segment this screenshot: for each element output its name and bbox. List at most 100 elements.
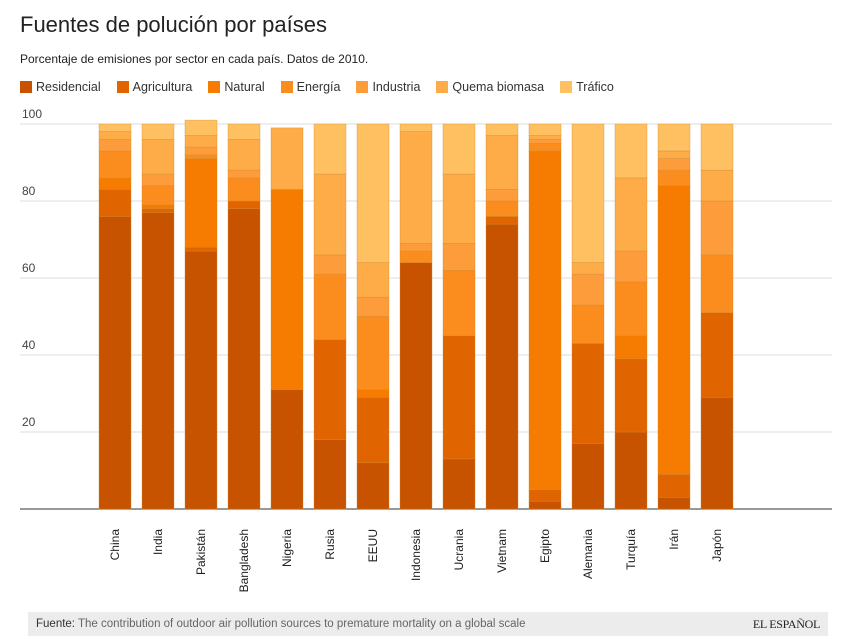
bar-segment-agricultura xyxy=(184,246,218,252)
bar-segment-residencial xyxy=(184,250,218,510)
chart-title: Fuentes de polución por países xyxy=(20,12,327,37)
x-tick-label: Pakistán xyxy=(194,529,208,575)
bar-segment-energía xyxy=(184,154,218,159)
legend-swatch xyxy=(436,81,449,93)
x-tick-label: Alemania xyxy=(581,529,595,579)
bar-segment-industria xyxy=(356,296,390,317)
legend-label: Tráfico xyxy=(576,80,614,94)
bar-segment-natural xyxy=(184,158,218,248)
legend-swatch xyxy=(208,81,221,93)
bar-segment-quema-biomasa xyxy=(700,169,734,202)
bar-segment-agricultura xyxy=(98,189,132,217)
bar-segment-residencial xyxy=(614,431,648,510)
bar-segment-energía xyxy=(313,273,347,340)
bar-segment-residencial xyxy=(528,500,562,510)
bar-segment-natural xyxy=(356,389,390,398)
source-note: Fuente: The contribution of outdoor air … xyxy=(36,618,525,630)
x-tick-label: Egipto xyxy=(538,529,552,563)
bar-segment-agricultura xyxy=(571,343,605,444)
legend-swatch xyxy=(356,81,369,93)
legend-item: Tráfico xyxy=(560,80,614,94)
bar-segment-natural xyxy=(141,204,175,210)
y-tick-label: 100 xyxy=(22,107,42,121)
bar-segment-industria xyxy=(528,139,562,144)
x-tick-label: China xyxy=(108,529,122,561)
legend-item: Residencial xyxy=(20,80,101,94)
x-tick-label: Japón xyxy=(710,529,724,562)
bar-segment-residencial xyxy=(571,443,605,510)
x-tick-label: Bangladesh xyxy=(237,529,251,592)
bar-segment-tráfico xyxy=(528,123,562,136)
bar-segment-residencial xyxy=(356,462,390,510)
x-tick-label: Vietnam xyxy=(495,529,509,573)
bar-segment-quema-biomasa xyxy=(270,127,304,190)
bar-segment-agricultura xyxy=(700,312,734,398)
bar-segment-industria xyxy=(399,243,433,252)
bar-segment-energía xyxy=(442,269,476,337)
bar-segment-residencial xyxy=(442,458,476,510)
bar-segment-agricultura xyxy=(356,397,390,464)
legend-item: Agricultura xyxy=(116,80,193,94)
bar-segment-industria xyxy=(700,200,734,256)
bar-segment-agricultura xyxy=(657,474,691,498)
bar-segment-residencial xyxy=(313,439,347,510)
bar-segment-residencial xyxy=(399,262,433,510)
bar-segment-energía xyxy=(141,185,175,206)
bar-segment-tráfico xyxy=(141,123,175,140)
legend-item: Quema biomasa xyxy=(436,80,544,94)
bar-segment-natural xyxy=(657,185,691,475)
bar-segment-residencial xyxy=(657,497,691,510)
bar-segment-natural xyxy=(98,177,132,190)
legend-label: Quema biomasa xyxy=(452,80,545,94)
bar-segment-residencial xyxy=(227,208,261,510)
bar-segment-agricultura xyxy=(442,335,476,460)
bar-segment-quema-biomasa xyxy=(184,135,218,148)
bar-segment-quema-biomasa xyxy=(485,135,519,190)
bar-segment-quema-biomasa xyxy=(614,177,648,252)
legend-swatch xyxy=(280,81,293,93)
bar-segment-residencial xyxy=(700,397,734,510)
bar-segment-energía xyxy=(356,316,390,390)
legend-label: Industria xyxy=(372,80,421,94)
legend-label: Energía xyxy=(296,80,341,94)
x-tick-label: Indonesia xyxy=(409,529,423,581)
bar-segment-quema-biomasa xyxy=(356,262,390,298)
legend-swatch xyxy=(116,81,129,93)
stacked-bar-chart: 20 40 60 80 100 China India Pakistán Bangladesh N… xyxy=(20,107,832,592)
bar-segment-quema-biomasa xyxy=(657,150,691,159)
bar-segment-quema-biomasa xyxy=(227,139,261,171)
legend-item: Energía xyxy=(280,80,341,94)
source-text: The contribution of outdoor air pollutio… xyxy=(78,618,526,630)
x-tick-label: Nigeria xyxy=(280,529,294,567)
bar-segment-agricultura xyxy=(313,339,347,441)
bar-segment-energía xyxy=(399,250,433,263)
legend-label: Natural xyxy=(224,80,265,94)
legend-item: Industria xyxy=(356,80,420,94)
x-tick-label: India xyxy=(151,529,165,555)
x-tick-label: Turquía xyxy=(624,529,638,570)
y-tick-label: 40 xyxy=(22,338,36,352)
bar-segment-industria xyxy=(442,243,476,271)
bar-segment-natural xyxy=(528,150,562,491)
bar-segment-energía xyxy=(657,169,691,186)
bar-segment-industria xyxy=(614,250,648,283)
footer: Fuente: The contribution of outdoor air … xyxy=(28,612,828,636)
chart-subtitle: Porcentaje de emisiones por sector en ca… xyxy=(20,52,369,66)
bar-segment-tráfico xyxy=(184,119,218,136)
y-tick-label: 80 xyxy=(22,184,36,198)
legend-label: Agricultura xyxy=(132,80,193,94)
bar-segment-energía xyxy=(528,142,562,152)
bar-segment-quema-biomasa xyxy=(442,173,476,244)
bar-segment-quema-biomasa xyxy=(98,131,132,140)
legend-label: Residencial xyxy=(36,80,101,94)
bar-segment-industria xyxy=(227,169,261,179)
bar-segment-energía xyxy=(227,177,261,202)
x-tick-label: EEUU xyxy=(366,529,380,562)
bar-segment-natural xyxy=(614,335,648,360)
bar-segment-industria xyxy=(98,139,132,152)
bar-segment-energía xyxy=(614,281,648,337)
legend-swatch xyxy=(560,81,573,93)
bar-segment-energía xyxy=(700,254,734,313)
bar-segment-tráfico xyxy=(442,123,476,175)
bar-segment-quema-biomasa xyxy=(528,135,562,140)
